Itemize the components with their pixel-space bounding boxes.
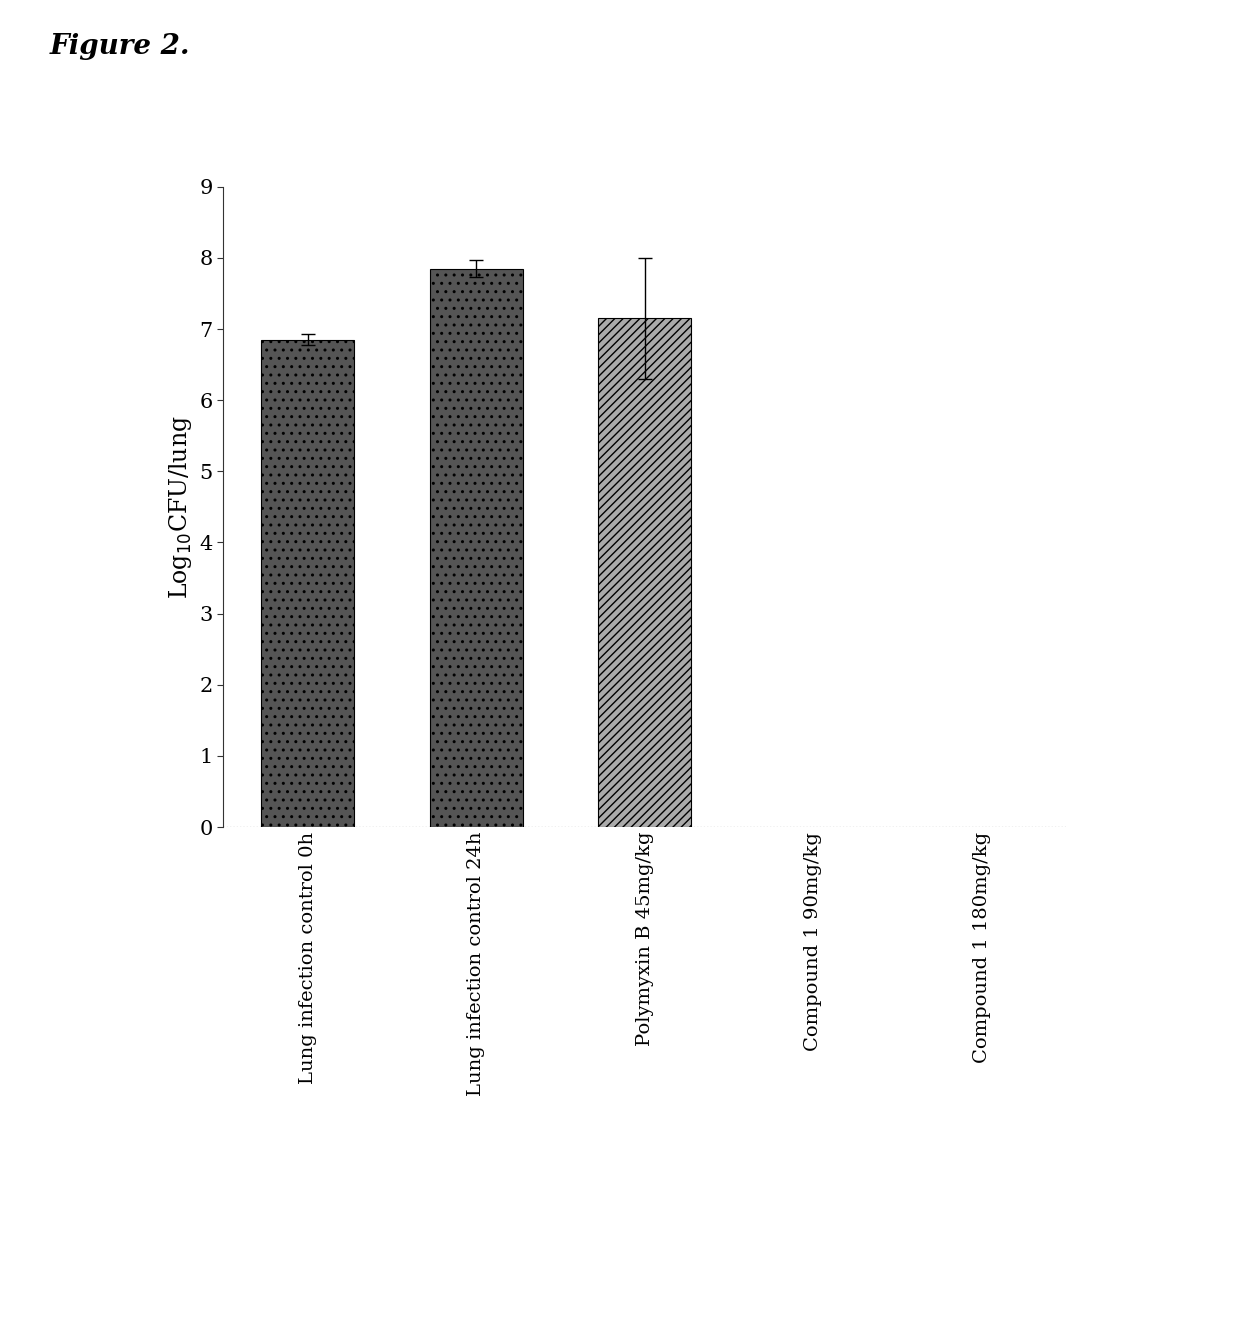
Text: Figure 2.: Figure 2. xyxy=(50,33,190,60)
Bar xyxy=(262,340,353,827)
Y-axis label: Log$_{10}$CFU/lung: Log$_{10}$CFU/lung xyxy=(167,415,193,599)
Bar xyxy=(599,319,691,827)
Bar xyxy=(430,268,522,827)
